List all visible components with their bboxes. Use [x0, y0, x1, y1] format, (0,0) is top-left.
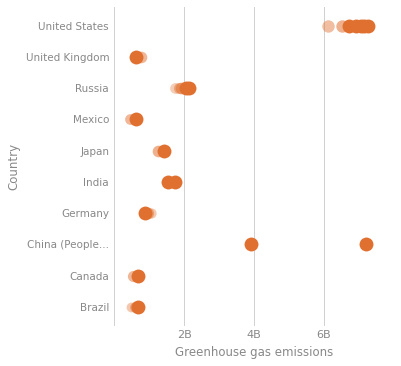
X-axis label: Greenhouse gas emissions: Greenhouse gas emissions	[175, 346, 333, 359]
Point	[130, 273, 136, 279]
Point	[247, 242, 254, 247]
Point	[132, 116, 139, 122]
Point	[358, 23, 364, 29]
Point	[178, 85, 184, 91]
Point	[128, 304, 135, 310]
Y-axis label: Country: Country	[7, 143, 20, 190]
Point	[365, 23, 371, 29]
Point	[135, 304, 141, 310]
Point	[176, 85, 182, 91]
Point	[132, 54, 139, 60]
Point	[338, 23, 345, 29]
Point	[127, 116, 133, 122]
Point	[135, 273, 141, 279]
Point	[361, 23, 367, 29]
Point	[165, 179, 172, 185]
Point	[186, 85, 192, 91]
Point	[324, 23, 331, 29]
Point	[345, 23, 352, 29]
Point	[160, 148, 167, 154]
Point	[363, 242, 369, 247]
Point	[154, 148, 161, 154]
Point	[145, 210, 151, 216]
Point	[132, 304, 138, 310]
Point	[142, 210, 148, 216]
Point	[352, 23, 359, 29]
Point	[172, 179, 178, 185]
Point	[148, 210, 154, 216]
Point	[182, 85, 189, 91]
Point	[172, 85, 178, 91]
Point	[138, 54, 144, 60]
